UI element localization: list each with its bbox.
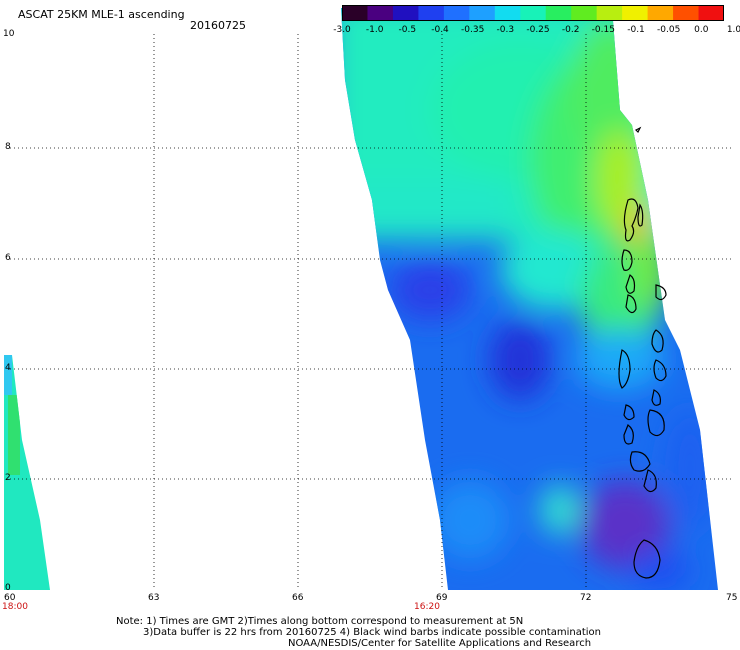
colorbar-label: -0.05	[657, 25, 681, 35]
colorbar-swatch	[673, 5, 700, 21]
x-tick-label: 75	[726, 593, 737, 603]
x-tick-label: 63	[148, 593, 159, 603]
colorbar-label: -0.25	[526, 25, 550, 35]
colorbar-swatch	[571, 5, 598, 21]
colorbar-label: -3.0	[333, 25, 351, 35]
x-tick-label: 60	[4, 593, 16, 603]
time-labels: 18:00 16:20	[2, 602, 440, 612]
footnotes: Note: 1) Times are GMT 2)Times along bot…	[116, 616, 601, 649]
y-axis-labels: 0 2 4 6 8 10	[3, 29, 15, 593]
coastline-outlines	[618, 126, 667, 579]
colorbar-labels: -3.0 -1.0 -0.5 -0.4 -0.35 -0.3 -0.25 -0.2 -0.15 -…	[333, 25, 740, 37]
colorbar-label: -1.0	[365, 25, 384, 35]
map-title: ASCAT 25KM MLE-1 ascending	[18, 8, 185, 21]
colorbar-swatch	[443, 5, 470, 21]
gridlines	[10, 34, 733, 588]
colorbar-label: -0.15	[591, 25, 615, 35]
colorbar-label: -0.5	[398, 25, 417, 35]
colorbar-swatch	[392, 5, 419, 21]
y-tick-label: 6	[5, 253, 11, 263]
colorbar-swatch	[622, 5, 649, 21]
colorbar-label: -0.35	[461, 25, 485, 35]
time-label-left: 18:00	[2, 602, 28, 612]
colorbar	[342, 5, 724, 21]
main-swath	[341, 8, 718, 590]
colorbar-label: -0.1	[627, 25, 645, 35]
colorbar-swatch	[418, 5, 445, 21]
colorbar-swatch	[596, 5, 623, 21]
colorbar-label: 1.0	[726, 25, 740, 35]
map-date: 20160725	[190, 19, 246, 32]
colorbar-swatch	[545, 5, 572, 21]
colorbar-label: -0.2	[561, 25, 580, 35]
colorbar-swatch	[647, 5, 674, 21]
colorbar-swatch	[342, 5, 369, 21]
colorbar-swatch	[520, 5, 547, 21]
colorbar-swatch	[469, 5, 496, 21]
x-tick-label: 66	[292, 593, 304, 603]
y-tick-label: 0	[5, 583, 11, 593]
colorbar-label: -0.3	[496, 25, 515, 35]
colorbar-swatch	[698, 5, 724, 21]
x-axis-labels: 60 63 66 69 72 75	[4, 593, 737, 603]
note-line-3: NOAA/NESDIS/Center for Satellite Applica…	[288, 638, 592, 649]
y-tick-label: 8	[5, 142, 11, 152]
y-tick-label: 10	[3, 29, 15, 39]
y-tick-label: 4	[5, 363, 11, 373]
x-tick-label: 72	[580, 593, 591, 603]
colorbar-label: 0.0	[694, 25, 709, 35]
note-line-1: Note: 1) Times are GMT 2)Times along bot…	[116, 616, 524, 627]
colorbar-swatch	[367, 5, 394, 21]
colorbar-swatch	[494, 5, 521, 21]
colorbar-label: -0.4	[431, 25, 449, 35]
note-line-2: 3)Data buffer is 22 hrs from 20160725 4)…	[143, 627, 601, 638]
time-label-swath: 16:20	[414, 602, 440, 612]
x-tick-label: 69	[436, 593, 448, 603]
y-tick-label: 2	[5, 473, 11, 483]
